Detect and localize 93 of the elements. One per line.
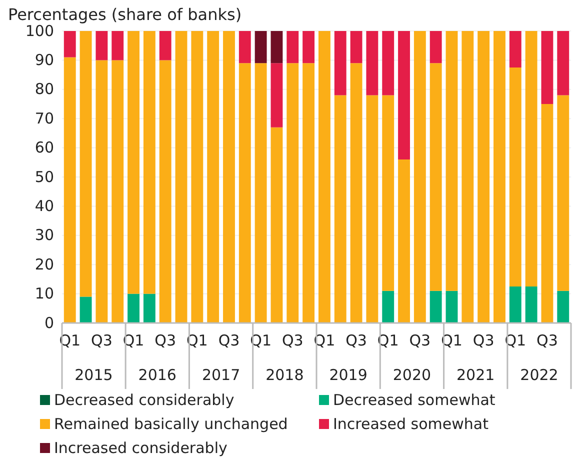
bar (64, 57, 76, 323)
bar (446, 31, 458, 291)
bar (509, 31, 522, 68)
bar (525, 286, 538, 323)
text: 2015 (74, 366, 113, 384)
bar (112, 60, 124, 323)
bar (286, 31, 299, 64)
bar (509, 68, 522, 286)
x-tick-label: Q3 (346, 332, 367, 350)
bar (128, 294, 140, 323)
bar (270, 63, 283, 128)
bar (143, 31, 156, 294)
y-tick-label: 40 (34, 197, 54, 215)
x-tick-label: Q3 (472, 332, 494, 350)
bar (286, 63, 299, 323)
bar (270, 127, 283, 323)
bar (430, 63, 442, 291)
bar (398, 31, 410, 160)
bar (143, 294, 156, 323)
bar (159, 60, 172, 323)
y-tick-label: 50 (34, 168, 54, 186)
bar (509, 286, 522, 323)
bar (350, 31, 362, 64)
bar (430, 31, 442, 64)
bar (302, 63, 315, 323)
bar (302, 31, 315, 64)
legend-label: Decreased considerably (54, 391, 234, 409)
bar (382, 31, 394, 96)
legend-label: Decreased somewhat (333, 391, 496, 409)
bar (494, 31, 506, 323)
x-tick-label: Q3 (282, 332, 304, 350)
bar (557, 95, 570, 291)
text: 2019 (329, 366, 368, 384)
bar (557, 290, 570, 323)
bar (80, 31, 92, 297)
bar (541, 104, 554, 323)
bar (64, 31, 76, 58)
bar (80, 296, 92, 323)
legend-label: Increased somewhat (333, 415, 489, 433)
bar (159, 31, 172, 60)
y-tick-label: 0 (44, 314, 54, 332)
bar (318, 31, 330, 323)
bar (478, 31, 490, 323)
x-tick-label: Q3 (91, 332, 112, 350)
bar (112, 31, 124, 60)
bar (207, 31, 220, 323)
text: 2017 (202, 366, 240, 384)
bar (96, 60, 108, 323)
y-tick-label: 60 (34, 138, 54, 157)
bar (430, 290, 442, 323)
y-tick-label: 10 (34, 284, 54, 303)
bar (96, 31, 108, 60)
bar (128, 31, 140, 294)
x-tick-label: Q3 (409, 332, 431, 350)
bar (350, 63, 362, 323)
bar (334, 31, 346, 96)
text: 2020 (392, 366, 432, 384)
bar (334, 95, 346, 323)
bar (191, 31, 204, 323)
bar (238, 63, 251, 323)
y-tick-label: 30 (34, 226, 54, 244)
y-tick-label: 70 (34, 109, 54, 128)
chart-title: Percentages (share of banks) (8, 5, 242, 24)
x-tick-label: Q3 (218, 332, 240, 350)
bar (223, 31, 235, 323)
legend-label: Increased considerably (54, 439, 228, 457)
bar (254, 31, 267, 64)
bar (541, 31, 554, 104)
bar (525, 31, 538, 286)
y-tick-label: 20 (34, 255, 54, 274)
legend-label: Remained basically unchanged (54, 415, 288, 433)
text: 2016 (138, 366, 176, 384)
bar (398, 159, 410, 323)
bar (254, 63, 267, 323)
text: 2018 (266, 366, 304, 384)
bar (382, 95, 394, 291)
y-tick-label: 80 (34, 80, 54, 98)
bar (366, 95, 378, 323)
bar (366, 31, 378, 96)
bar (462, 31, 474, 323)
y-tick-label: 90 (34, 51, 54, 69)
x-tick-label: Q3 (536, 332, 558, 350)
bar (238, 31, 251, 64)
x-tick-label: Q3 (154, 332, 176, 350)
bar (382, 290, 394, 323)
bar (414, 31, 426, 323)
y-tick-label: 100 (25, 22, 54, 40)
bar (557, 31, 570, 96)
bar (270, 31, 283, 64)
bar (175, 31, 188, 323)
bar (446, 290, 458, 323)
text: 2021 (456, 366, 495, 384)
text: 2022 (520, 366, 558, 384)
